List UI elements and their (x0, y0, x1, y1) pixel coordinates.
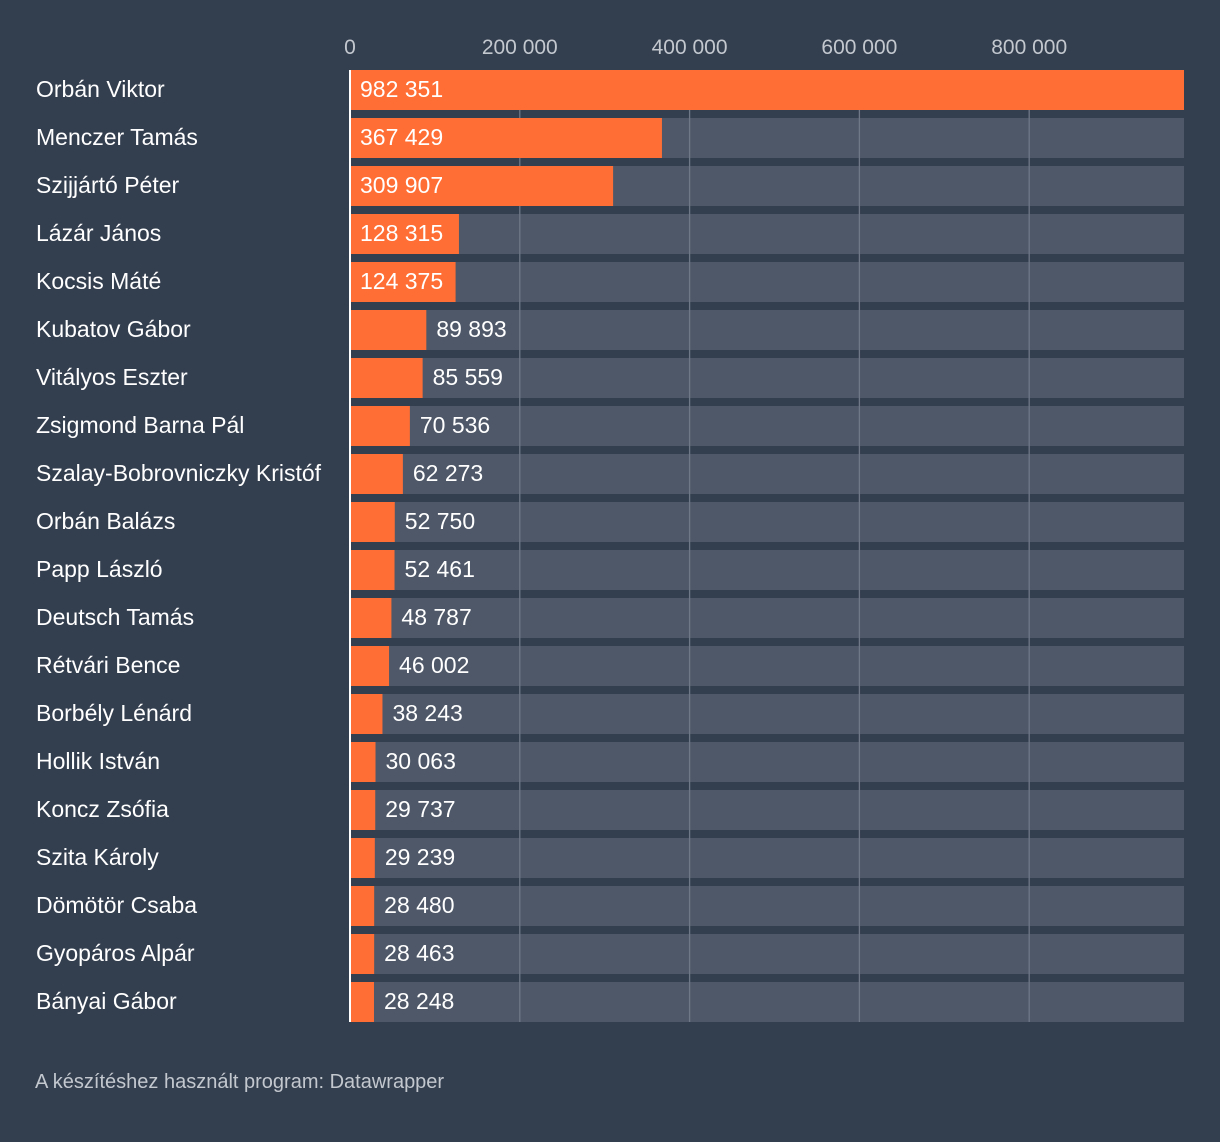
data-label: 28 463 (384, 940, 454, 966)
bar-track (350, 838, 1184, 878)
bar-track (350, 934, 1184, 974)
category-label: Lázár János (36, 220, 161, 246)
bar (350, 982, 374, 1022)
bar (350, 934, 375, 974)
bar (350, 838, 375, 878)
bars (350, 70, 1184, 1022)
bar (350, 406, 410, 446)
bar-track (350, 694, 1184, 734)
data-label: 29 239 (385, 844, 455, 870)
bar (350, 310, 427, 350)
category-label: Szalay-Bobrovniczky Kristóf (36, 460, 322, 486)
category-labels: Orbán Viktor Menczer Tamás Szijjártó Péter… (36, 76, 322, 1014)
data-label: 70 536 (420, 412, 490, 438)
bar-track (350, 502, 1184, 542)
category-label: Dömötör Csaba (36, 892, 197, 918)
bar-track (350, 262, 1184, 302)
category-label: Menczer Tamás (36, 124, 198, 150)
data-label: 982 351 (360, 76, 443, 102)
data-label: 52 461 (405, 556, 475, 582)
data-label: 128 315 (360, 220, 443, 246)
data-label: 62 273 (413, 460, 483, 486)
data-label: 367 429 (360, 124, 443, 150)
bar (350, 742, 376, 782)
bar (350, 886, 375, 926)
data-label: 30 063 (386, 748, 456, 774)
x-tick-label: 200 000 (482, 36, 558, 59)
bar-track (350, 358, 1184, 398)
data-label: 28 248 (384, 988, 454, 1014)
bar (350, 550, 395, 590)
data-label: 46 002 (399, 652, 469, 678)
data-label: 38 243 (392, 700, 462, 726)
category-label: Rétvári Bence (36, 652, 180, 678)
bar (350, 790, 376, 830)
bar-track (350, 886, 1184, 926)
category-label: Gyopáros Alpár (36, 940, 195, 966)
category-label: Borbély Lénárd (36, 700, 192, 726)
category-label: Deutsch Tamás (36, 604, 194, 630)
data-label: 52 750 (405, 508, 475, 534)
data-label: 28 480 (384, 892, 454, 918)
category-label: Hollik István (36, 748, 160, 774)
gridlines (519, 70, 1030, 1022)
x-tick-label: 0 (344, 36, 356, 59)
category-label: Orbán Viktor (36, 76, 165, 102)
bar-track (350, 598, 1184, 638)
category-label: Kocsis Máté (36, 268, 161, 294)
bar (350, 118, 662, 158)
value-labels: 982 351 367 429 309 907 128 315 124 375 89 89… (360, 76, 507, 1014)
x-tick-label: 600 000 (821, 36, 897, 59)
bar (350, 70, 1184, 110)
x-axis-ticks: 0 200 000 400 000 600 000 800 000 (344, 36, 1067, 59)
data-label: 48 787 (401, 604, 471, 630)
bar-track (350, 310, 1184, 350)
category-label: Kubatov Gábor (36, 316, 191, 342)
data-label: 124 375 (360, 268, 443, 294)
data-label: 29 737 (385, 796, 455, 822)
bar (350, 262, 456, 302)
bar-tracks (350, 70, 1184, 1022)
bar (350, 694, 383, 734)
data-label: 85 559 (433, 364, 503, 390)
bar-track (350, 454, 1184, 494)
bar-track (350, 742, 1184, 782)
bar-track (350, 406, 1184, 446)
data-label: 89 893 (436, 316, 506, 342)
bar (350, 646, 390, 686)
category-label: Vitályos Eszter (36, 364, 188, 390)
category-label: Szita Károly (36, 844, 159, 870)
bar (350, 454, 403, 494)
bar-track (350, 646, 1184, 686)
bar-track (350, 790, 1184, 830)
bar-track (350, 214, 1184, 254)
category-label: Orbán Balázs (36, 508, 175, 534)
footer-credit: A készítéshez használt program: Datawrap… (35, 1071, 445, 1093)
bar-track (350, 982, 1184, 1022)
bar (350, 166, 614, 206)
category-label: Papp László (36, 556, 163, 582)
bar-track (350, 550, 1184, 590)
bar (350, 502, 395, 542)
category-label: Zsigmond Barna Pál (36, 412, 244, 438)
bar (350, 598, 392, 638)
x-tick-label: 800 000 (991, 36, 1067, 59)
data-label: 309 907 (360, 172, 443, 198)
bar (350, 214, 459, 254)
x-tick-label: 400 000 (652, 36, 728, 59)
category-label: Szijjártó Péter (36, 172, 180, 198)
bar (350, 358, 423, 398)
category-label: Koncz Zsófia (36, 796, 169, 822)
category-label: Bányai Gábor (36, 988, 177, 1014)
